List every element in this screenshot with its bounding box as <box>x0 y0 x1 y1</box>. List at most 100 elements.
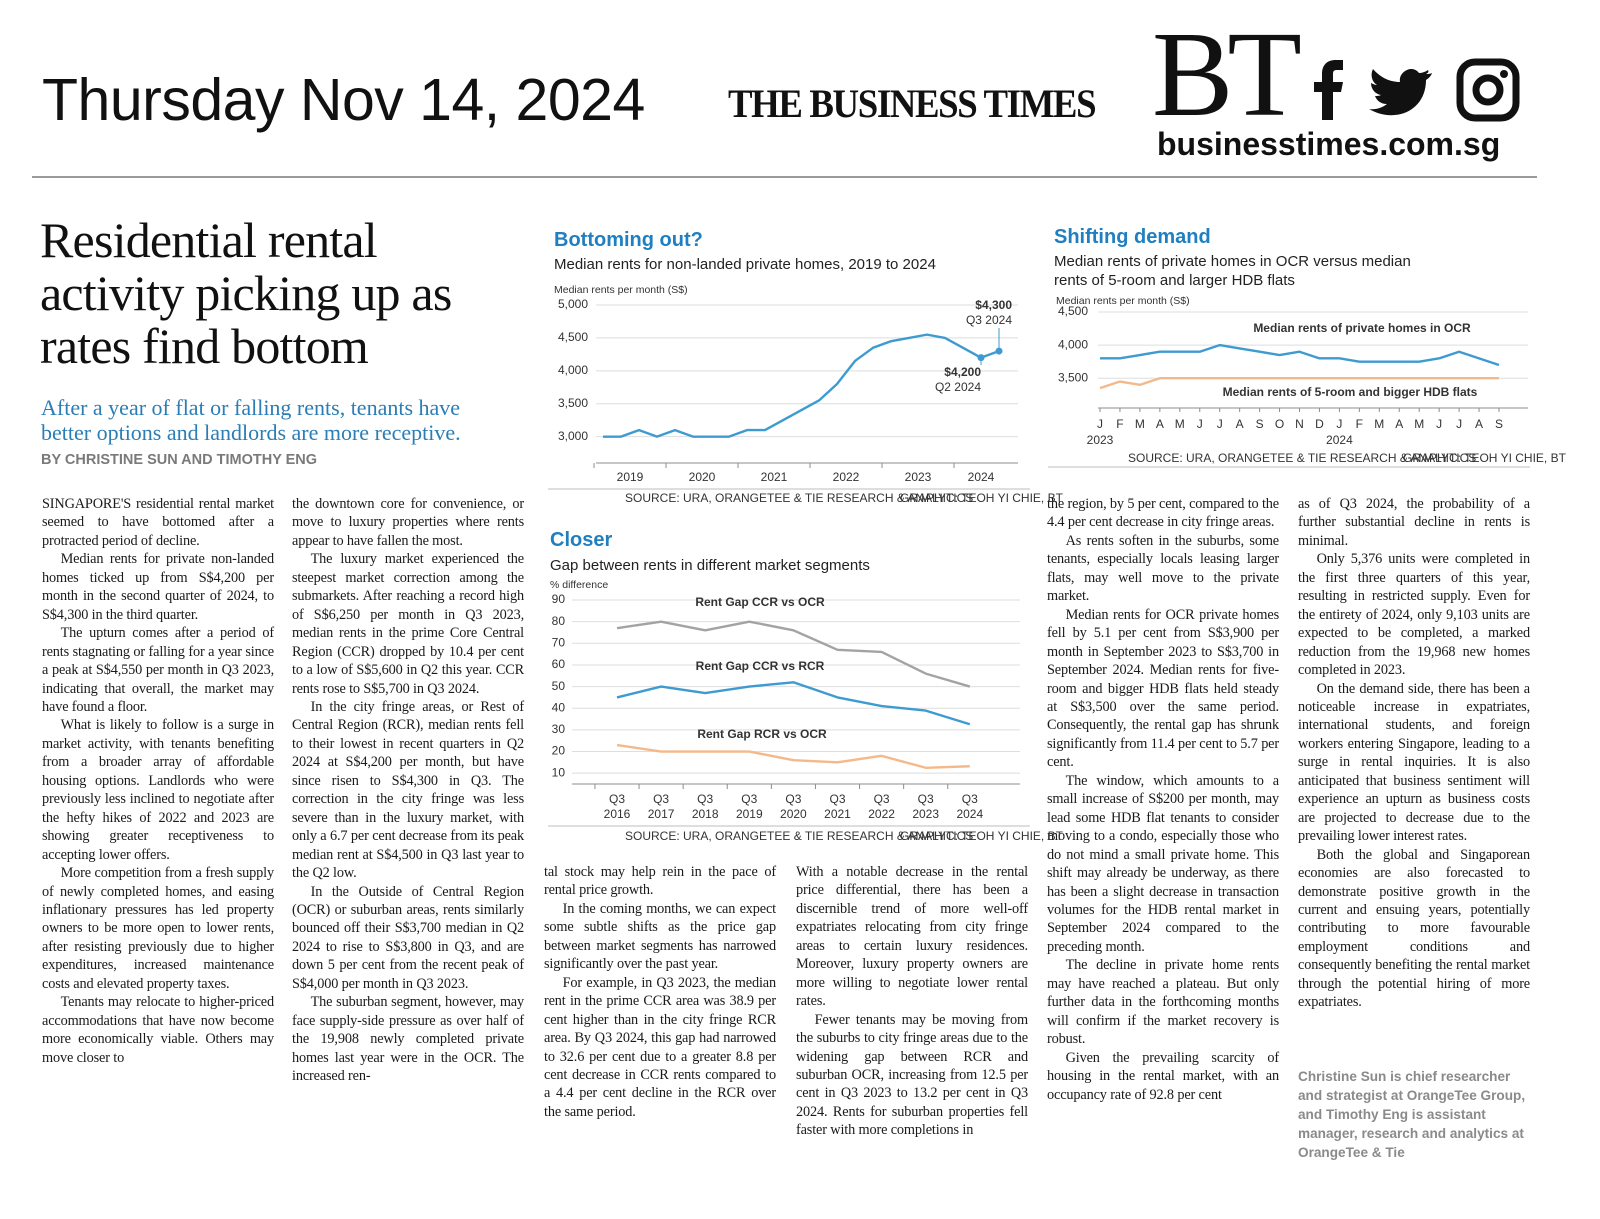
series-line <box>603 333 1000 438</box>
series-label: Rent Gap CCR vs OCR <box>695 595 825 609</box>
paragraph: Both the global and Singaporean economie… <box>1298 846 1530 1011</box>
paragraph: Median rents for private non-landed home… <box>42 551 274 623</box>
x-tick-label: J <box>1217 417 1223 431</box>
chart-subtitle: Gap between rents in different market se… <box>550 557 870 574</box>
paragraph: On the demand side, there has been a not… <box>1298 680 1530 845</box>
headline: Residential rental activity picking up a… <box>40 212 452 374</box>
annotation-value: $4,300 <box>975 298 1012 312</box>
paragraph: The luxury market experienced the steepe… <box>292 551 524 697</box>
instagram-icon <box>1456 58 1520 122</box>
data-point <box>995 347 1003 355</box>
issue-date: Thursday Nov 14, 2024 <box>42 67 645 133</box>
x-tick-label: D <box>1315 417 1324 431</box>
x-tick-label: Q3 2022 <box>868 792 895 821</box>
x-tick-label: Q3 2017 <box>647 792 675 821</box>
x-tick-label: S <box>1256 417 1264 431</box>
facebook-icon <box>1314 60 1343 120</box>
y-tick-label: 4,000 <box>1058 337 1088 351</box>
header-rule <box>32 176 1537 178</box>
text-column: the downtown core for convenience, or mo… <box>292 495 524 1086</box>
x-tick-label: J <box>1436 417 1442 431</box>
series-line <box>616 620 971 688</box>
paragraph: Given the prevailing scarcity of housing… <box>1047 1049 1279 1103</box>
y-tick-label: 30 <box>552 722 566 736</box>
series-label: Rent Gap CCR vs RCR <box>696 659 825 673</box>
paragraph: the region, by 5 per cent, compared to t… <box>1047 496 1279 531</box>
x-tick-label: 2021 <box>761 470 788 484</box>
x-tick-label: N <box>1295 417 1304 431</box>
chart-title: Closer <box>550 529 613 551</box>
byline: BY CHRISTINE SUN AND TIMOTHY ENG <box>41 452 318 468</box>
paragraph: Fewer tenants may be moving from the sub… <box>796 1011 1028 1139</box>
chart-credit: GRAPHIC: TEOH YI CHIE, BT <box>900 829 1064 843</box>
series-line <box>1100 343 1500 367</box>
logo: BT <box>1152 7 1302 142</box>
x-tick-label: M <box>1374 417 1384 431</box>
series-label: Median rents of 5-room and bigger HDB fl… <box>1223 385 1478 399</box>
y-tick-label: 5,000 <box>558 297 588 311</box>
annotation-period: Q2 2024 <box>935 380 981 394</box>
x-tick-label: M <box>1414 417 1424 431</box>
y-tick-label: 90 <box>552 592 566 606</box>
y-tick-label: 40 <box>552 700 566 714</box>
paragraph: as of Q3 2024, the probability of a furt… <box>1298 496 1530 549</box>
standfirst-block: After a year of flat or falling rents, t… <box>41 395 486 473</box>
text-column: tal stock may help rein in the pace of r… <box>544 863 776 1121</box>
annotation-value: $4,200 <box>944 365 981 379</box>
annotation-period: Q3 2024 <box>966 313 1012 327</box>
paragraph: What is likely to follow is a surge in m… <box>42 717 274 863</box>
paragraph: Tenants may relocate to higher-priced ac… <box>42 994 274 1066</box>
x-tick-label: S <box>1495 417 1503 431</box>
series-line <box>1099 377 1499 390</box>
y-tick-label: 4,000 <box>558 363 588 377</box>
series-label: Median rents of private homes in OCR <box>1253 321 1471 335</box>
chart-subtitle: Median rents for non-landed private home… <box>554 256 936 273</box>
x-tick-label: A <box>1395 417 1403 431</box>
series-line <box>616 681 971 726</box>
paragraph: As rents soften in the suburbs, some ten… <box>1047 532 1279 605</box>
x-tick-label: 2022 <box>833 470 860 484</box>
series-label: Rent Gap RCR vs OCR <box>697 727 827 741</box>
x-group-label: 2024 <box>1326 433 1353 447</box>
x-tick-label: A <box>1156 417 1164 431</box>
x-tick-label: 2020 <box>689 470 716 484</box>
site-url: businesstimes.com.sg <box>1157 126 1501 162</box>
paragraph: The suburban segment, however, may face … <box>292 994 524 1085</box>
x-tick-label: F <box>1356 417 1363 431</box>
x-tick-label: 2023 <box>905 470 932 484</box>
x-tick-label: Q3 2018 <box>691 792 719 821</box>
x-tick-label: 2019 <box>617 470 644 484</box>
x-tick-label: J <box>1456 417 1462 431</box>
y-tick-label: 10 <box>552 765 566 779</box>
paragraph: Median rents for OCR private homes fell … <box>1047 606 1279 771</box>
y-axis-label: % difference <box>550 579 609 591</box>
paragraph: For example, in Q3 2023, the median rent… <box>544 974 776 1120</box>
paragraph: The decline in private home rents may ha… <box>1047 957 1279 1048</box>
social-icons <box>1314 58 1520 122</box>
chart-source: SOURCE: URA, ORANGETEE & TIE RESEARCH & … <box>1128 451 1476 465</box>
series-line <box>616 743 970 769</box>
x-tick-label: M <box>1175 417 1185 431</box>
x-tick-label: J <box>1336 417 1342 431</box>
y-axis-label: Median rents per month (S$) <box>554 284 688 296</box>
paragraph: In the city fringe areas, or Rest of Cen… <box>292 698 524 882</box>
y-tick-label: 4,500 <box>558 330 588 344</box>
x-tick-label: Q3 2023 <box>912 792 940 821</box>
x-tick-label: O <box>1275 417 1284 431</box>
text-column: SINGAPORE'S residential rental market se… <box>42 495 274 1067</box>
chart-title: Shifting demand <box>1054 226 1211 248</box>
y-tick-label: 3,500 <box>558 396 588 410</box>
masthead: THE BUSINESS TIMES <box>728 81 1097 126</box>
paragraph: The upturn comes after a period of rents… <box>42 625 274 715</box>
chart-credit: GRAPHIC: TEOH YI CHIE, BT <box>1403 451 1567 465</box>
paragraph: In the coming months, we can expect some… <box>544 900 776 973</box>
standfirst: After a year of flat or falling rents, t… <box>41 395 461 445</box>
x-tick-label: Q3 2020 <box>780 792 807 821</box>
x-tick-label: Q3 2021 <box>824 792 851 821</box>
x-tick-label: F <box>1116 417 1123 431</box>
chart-title: Bottoming out? <box>554 229 703 251</box>
x-tick-label: Q3 2024 <box>956 792 984 821</box>
x-tick-label: J <box>1197 417 1203 431</box>
chart-credit: GRAPHIC: TEOH YI CHIE, BT <box>900 491 1064 505</box>
